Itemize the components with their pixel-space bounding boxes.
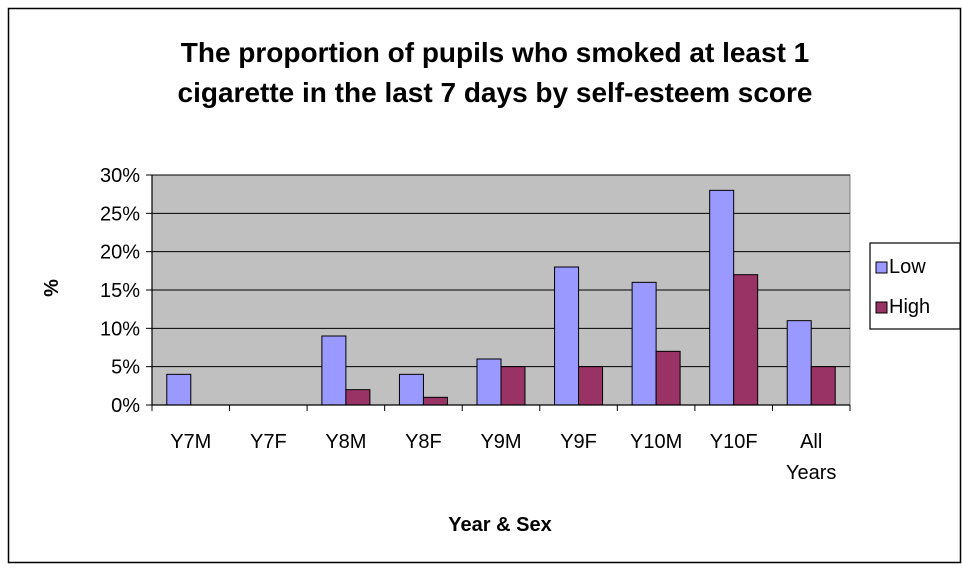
bar-high-y9m bbox=[500, 366, 526, 406]
y-tick-labels: 0% 5% 10% 15% 20% 25% 30% bbox=[100, 165, 140, 417]
legend-swatch-low bbox=[875, 261, 888, 274]
chart-title-line: cigarette in the last 7 days by self-est… bbox=[178, 77, 813, 108]
y-tick-label: 30% bbox=[100, 165, 140, 187]
legend-label-high: High bbox=[889, 296, 930, 318]
x-tick-label: Y7F bbox=[250, 431, 287, 453]
bar-low-y9f bbox=[554, 266, 580, 406]
bar-high-y10m bbox=[655, 350, 681, 406]
legend-swatch-high bbox=[875, 301, 888, 314]
bar-high-y8m bbox=[345, 389, 371, 406]
x-tick-label: Y9M bbox=[480, 431, 521, 453]
x-axis-label: Year & Sex bbox=[448, 514, 551, 536]
y-tick-label: 20% bbox=[100, 242, 140, 264]
bars bbox=[166, 189, 836, 406]
legend-label-low: Low bbox=[889, 256, 926, 278]
bar-low-y9m bbox=[476, 358, 502, 406]
x-tick-label: Y7M bbox=[170, 431, 211, 453]
y-tick-label: 10% bbox=[100, 318, 140, 340]
x-tick-label: All bbox=[800, 431, 822, 453]
legend-box bbox=[869, 242, 961, 330]
bar-low-y10f bbox=[709, 189, 735, 406]
y-axis-label: % bbox=[41, 279, 63, 297]
bar-high-y8f bbox=[422, 396, 448, 406]
bar-low-all-years bbox=[786, 320, 812, 406]
y-tick-label: 5% bbox=[111, 357, 140, 379]
chart-title-line: The proportion of pupils who smoked at l… bbox=[181, 37, 810, 68]
legend: Low High bbox=[869, 242, 961, 330]
bar-low-y8f bbox=[398, 373, 424, 406]
bar-low-y10m bbox=[631, 281, 657, 406]
x-tick-label: Y8M bbox=[325, 431, 366, 453]
x-tick-label: Y9F bbox=[560, 431, 597, 453]
bar-high-all-years bbox=[810, 366, 836, 406]
bar-low-y8m bbox=[321, 335, 347, 406]
y-tick-label: 25% bbox=[100, 203, 140, 225]
x-tick-label: Years bbox=[786, 462, 836, 484]
x-tick-label: Y10M bbox=[630, 431, 682, 453]
x-tick-labels: Y7M Y7F Y8M Y8F Y9M Y9F Y10M Y10F All Years bbox=[170, 431, 836, 484]
chart-title: The proportion of pupils who smoked at l… bbox=[178, 37, 813, 108]
bar-high-y10f bbox=[733, 274, 759, 406]
bar-low-y7m bbox=[166, 373, 192, 406]
bar-high-y9f bbox=[578, 366, 604, 406]
y-tick-label: 0% bbox=[111, 395, 140, 417]
axes bbox=[146, 174, 851, 411]
x-tick-label: Y8F bbox=[405, 431, 442, 453]
x-tick-label: Y10F bbox=[710, 431, 758, 453]
y-tick-label: 15% bbox=[100, 280, 140, 302]
